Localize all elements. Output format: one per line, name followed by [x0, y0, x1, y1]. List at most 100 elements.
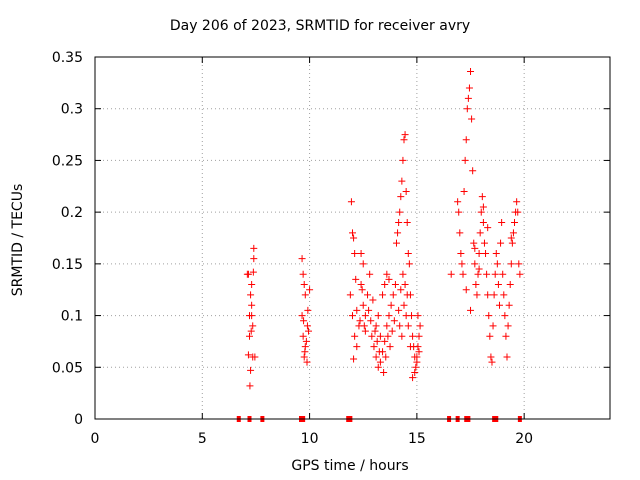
data-point	[475, 265, 483, 273]
data-point	[404, 322, 412, 330]
data-point	[398, 177, 406, 185]
x-tick-label: 0	[91, 431, 100, 447]
data-point	[246, 382, 254, 390]
data-point	[371, 327, 379, 335]
data-point	[357, 250, 365, 258]
data-point	[491, 270, 499, 278]
data-point	[462, 136, 470, 144]
data-point	[352, 275, 360, 283]
data-point	[404, 250, 412, 258]
data-point	[389, 291, 397, 299]
data-point	[482, 250, 490, 258]
data-point	[397, 286, 405, 294]
data-point	[468, 115, 476, 123]
data-point	[366, 270, 374, 278]
data-point	[375, 348, 383, 356]
data-point	[411, 368, 419, 376]
data-point	[364, 291, 372, 299]
data-point	[353, 343, 361, 351]
data-point	[467, 306, 475, 314]
data-point	[395, 306, 403, 314]
data-point	[391, 281, 399, 289]
data-point	[306, 286, 314, 294]
data-point	[490, 291, 498, 299]
data-point	[381, 337, 389, 345]
data-point	[485, 312, 493, 320]
data-point	[402, 187, 410, 195]
data-point	[499, 270, 507, 278]
data-point	[472, 281, 480, 289]
data-point	[484, 291, 492, 299]
data-point	[516, 270, 524, 278]
data-point	[250, 244, 258, 252]
data-point	[358, 286, 366, 294]
data-point	[394, 229, 402, 237]
data-point	[413, 358, 421, 366]
data-point	[359, 260, 367, 268]
data-point	[506, 281, 514, 289]
data-point	[251, 353, 259, 361]
data-point	[301, 291, 309, 299]
data-point	[249, 268, 257, 276]
data-point	[372, 353, 380, 361]
data-point	[383, 322, 391, 330]
data-point	[384, 332, 392, 340]
data-point	[385, 275, 393, 283]
data-point	[381, 281, 389, 289]
data-point	[298, 312, 306, 320]
data-point	[504, 322, 512, 330]
data-point	[305, 327, 313, 335]
data-point	[395, 218, 403, 226]
data-point	[454, 198, 462, 206]
data-point	[463, 105, 471, 113]
data-point	[246, 332, 253, 340]
data-point	[361, 312, 369, 320]
x-tick-label: 20	[515, 431, 533, 447]
data-point	[473, 291, 481, 299]
y-tick-label: 0.05	[52, 360, 83, 376]
data-point	[398, 332, 406, 340]
data-point	[357, 281, 365, 289]
data-point	[495, 301, 503, 309]
data-point	[300, 281, 308, 289]
data-point	[350, 234, 358, 242]
data-point	[303, 322, 311, 330]
data-point	[507, 260, 515, 268]
data-point	[479, 218, 487, 226]
data-point	[501, 312, 509, 320]
data-point	[497, 239, 505, 247]
y-tick-label: 0.3	[61, 102, 83, 118]
data-point	[474, 270, 482, 278]
data-point	[347, 198, 355, 206]
data-point	[350, 355, 358, 363]
data-point	[349, 312, 356, 320]
chart-title: Day 206 of 2023, SRMTID for receiver avr…	[169, 18, 471, 34]
data-point	[414, 343, 422, 351]
data-point	[401, 281, 409, 289]
data-point	[359, 301, 367, 309]
data-point	[494, 281, 502, 289]
data-point	[492, 250, 500, 258]
data-point	[356, 317, 364, 325]
data-point	[367, 317, 375, 325]
data-point	[372, 322, 380, 330]
data-point	[246, 312, 253, 320]
data-point	[479, 203, 487, 211]
data-point	[502, 332, 510, 340]
data-point	[405, 260, 413, 268]
data-point	[403, 291, 411, 299]
data-point	[349, 229, 356, 237]
data-point	[455, 208, 463, 216]
data-point	[511, 218, 519, 226]
data-point	[487, 353, 495, 361]
grid-lines	[95, 57, 610, 419]
data-point	[376, 332, 384, 340]
data-point	[298, 255, 306, 263]
data-point	[400, 301, 408, 309]
data-point	[478, 193, 486, 201]
data-point	[300, 317, 308, 325]
data-point	[387, 301, 395, 309]
data-point	[249, 322, 257, 330]
data-point	[370, 343, 378, 351]
data-point	[374, 312, 382, 320]
